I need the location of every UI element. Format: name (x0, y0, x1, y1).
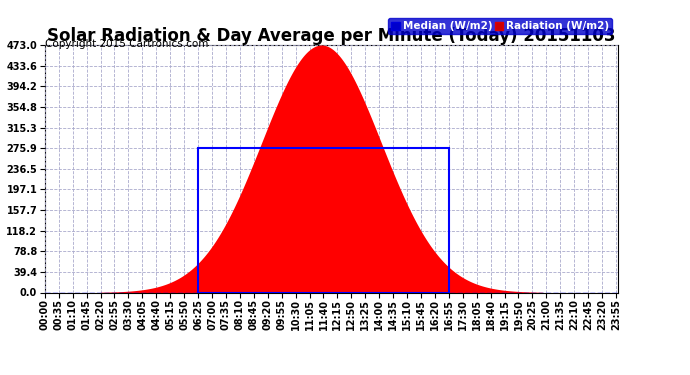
Legend: Median (W/m2), Radiation (W/m2): Median (W/m2), Radiation (W/m2) (388, 18, 612, 34)
Text: Copyright 2015 Cartronics.com: Copyright 2015 Cartronics.com (45, 39, 208, 50)
Bar (198, 148, 448, 292)
Title: Solar Radiation & Day Average per Minute (Today) 20151103: Solar Radiation & Day Average per Minute… (47, 27, 615, 45)
